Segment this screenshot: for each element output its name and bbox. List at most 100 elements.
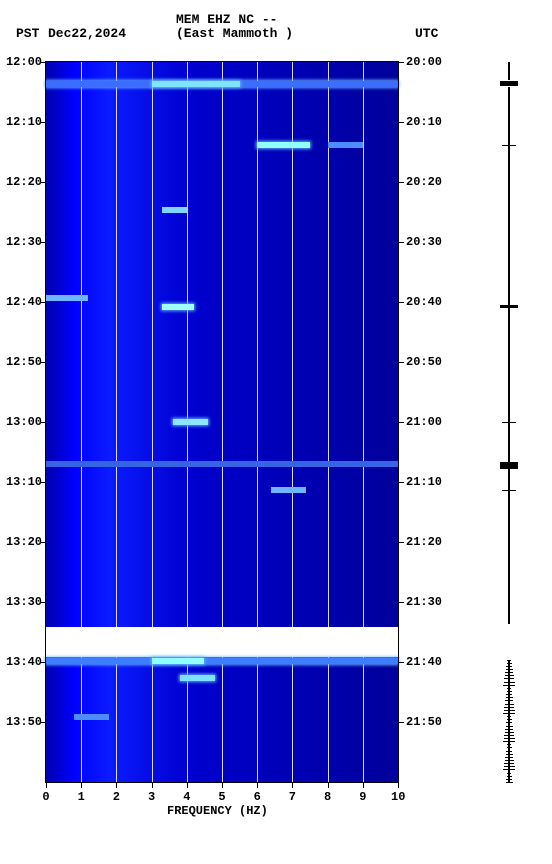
- sidebar-noise: [507, 716, 511, 717]
- spectral-event: [152, 81, 240, 87]
- spectral-event: [46, 461, 398, 467]
- gridline-v: [222, 62, 223, 782]
- sidebar-noise: [506, 722, 512, 723]
- spectral-event: [328, 142, 363, 148]
- x-tick-label: 2: [109, 790, 123, 804]
- sidebar-noise: [506, 754, 513, 755]
- spectrogram-plot: [46, 62, 398, 782]
- sidebar-noise: [505, 729, 513, 730]
- gridline-v: [363, 62, 364, 782]
- y-left-tick-label: 13:10: [2, 475, 42, 489]
- x-tick-label: 9: [356, 790, 370, 804]
- sidebar-noise: [505, 757, 513, 758]
- x-axis-label: FREQUENCY (HZ): [167, 804, 268, 818]
- gridline-v: [257, 62, 258, 782]
- x-tick-label: 4: [180, 790, 194, 804]
- sidebar-noise: [506, 782, 513, 783]
- y-right-tick-mark: [398, 722, 404, 723]
- spectrogram-canvas: [46, 62, 398, 782]
- y-right-tick-label: 21:40: [406, 655, 448, 669]
- sidebar-noise: [505, 704, 514, 705]
- spectral-event: [180, 675, 215, 681]
- y-right-tick-label: 21:20: [406, 535, 448, 549]
- y-left-tick-label: 12:50: [2, 355, 42, 369]
- x-tick-mark: [257, 782, 258, 788]
- sidebar-noise: [504, 707, 514, 708]
- sidebar-noise: [505, 760, 514, 761]
- x-tick-mark: [222, 782, 223, 788]
- x-tick-label: 5: [215, 790, 229, 804]
- x-tick-mark: [152, 782, 153, 788]
- sidebar-noise: [505, 672, 513, 673]
- y-right-tick-label: 21:10: [406, 475, 448, 489]
- sidebar-noise: [503, 769, 515, 770]
- sidebar-noise: [506, 694, 512, 695]
- sidebar-noise: [506, 751, 512, 752]
- y-left-tick-label: 12:40: [2, 295, 42, 309]
- sidebar-noise: [504, 735, 514, 736]
- sidebar-noise: [504, 682, 515, 683]
- spectral-event: [152, 658, 205, 664]
- y-right-tick-label: 20:10: [406, 115, 448, 129]
- spectral-event: [162, 304, 194, 310]
- y-right-tick-mark: [398, 542, 404, 543]
- sidebar-noise: [506, 779, 512, 780]
- amplitude-sidebar: [500, 62, 518, 782]
- sidebar-noise: [507, 660, 511, 661]
- sidebar-noise: [504, 738, 515, 739]
- gridline-v: [292, 62, 293, 782]
- x-tick-mark: [328, 782, 329, 788]
- y-left-tick-label: 12:30: [2, 235, 42, 249]
- y-right-tick-mark: [398, 242, 404, 243]
- spectral-event: [46, 658, 398, 664]
- y-right-tick-mark: [398, 482, 404, 483]
- x-tick-label: 8: [321, 790, 335, 804]
- x-tick-label: 7: [285, 790, 299, 804]
- y-right-tick-mark: [398, 122, 404, 123]
- y-right-tick-label: 20:00: [406, 55, 448, 69]
- date-label: Dec22,2024: [48, 26, 126, 41]
- x-tick-mark: [46, 782, 47, 788]
- gridline-v: [81, 62, 82, 782]
- sidebar-trace: [508, 87, 510, 623]
- sidebar-noise: [505, 700, 513, 701]
- y-right-tick-mark: [398, 302, 404, 303]
- y-left-tick-label: 13:00: [2, 415, 42, 429]
- x-tick-mark: [363, 782, 364, 788]
- sidebar-noise: [507, 773, 511, 774]
- sidebar-noise: [506, 669, 513, 670]
- spectral-event: [74, 714, 109, 720]
- sidebar-noise: [507, 776, 512, 777]
- gridline-v: [152, 62, 153, 782]
- y-right-tick-label: 20:40: [406, 295, 448, 309]
- sidebar-noise: [503, 741, 515, 742]
- y-left-tick-label: 12:20: [2, 175, 42, 189]
- x-tick-label: 0: [39, 790, 53, 804]
- sidebar-noise: [505, 675, 514, 676]
- spectral-event: [257, 142, 310, 148]
- station-line2: (East Mammoth ): [176, 26, 293, 41]
- y-left-tick-label: 13:30: [2, 595, 42, 609]
- x-tick-mark: [187, 782, 188, 788]
- sidebar-noise: [505, 732, 514, 733]
- sidebar-noise: [503, 713, 515, 714]
- sidebar-noise: [507, 744, 511, 745]
- x-tick-label: 1: [74, 790, 88, 804]
- x-tick-label: 3: [145, 790, 159, 804]
- sidebar-noise: [503, 685, 515, 686]
- y-left-tick-label: 12:10: [2, 115, 42, 129]
- x-tick-mark: [116, 782, 117, 788]
- sidebar-noise: [504, 763, 514, 764]
- sidebar-noise: [504, 710, 515, 711]
- y-left-tick-label: 13:20: [2, 535, 42, 549]
- y-left-tick-label: 13:40: [2, 655, 42, 669]
- spectral-event: [173, 419, 208, 425]
- y-left-tick-label: 12:00: [2, 55, 42, 69]
- x-tick-label: 10: [391, 790, 405, 804]
- sidebar-noise: [507, 719, 512, 720]
- x-tick-mark: [292, 782, 293, 788]
- sidebar-spike: [502, 490, 516, 491]
- sidebar-burst: [500, 81, 518, 87]
- spectral-event: [271, 487, 306, 493]
- station-line1: MEM EHZ NC --: [176, 12, 277, 27]
